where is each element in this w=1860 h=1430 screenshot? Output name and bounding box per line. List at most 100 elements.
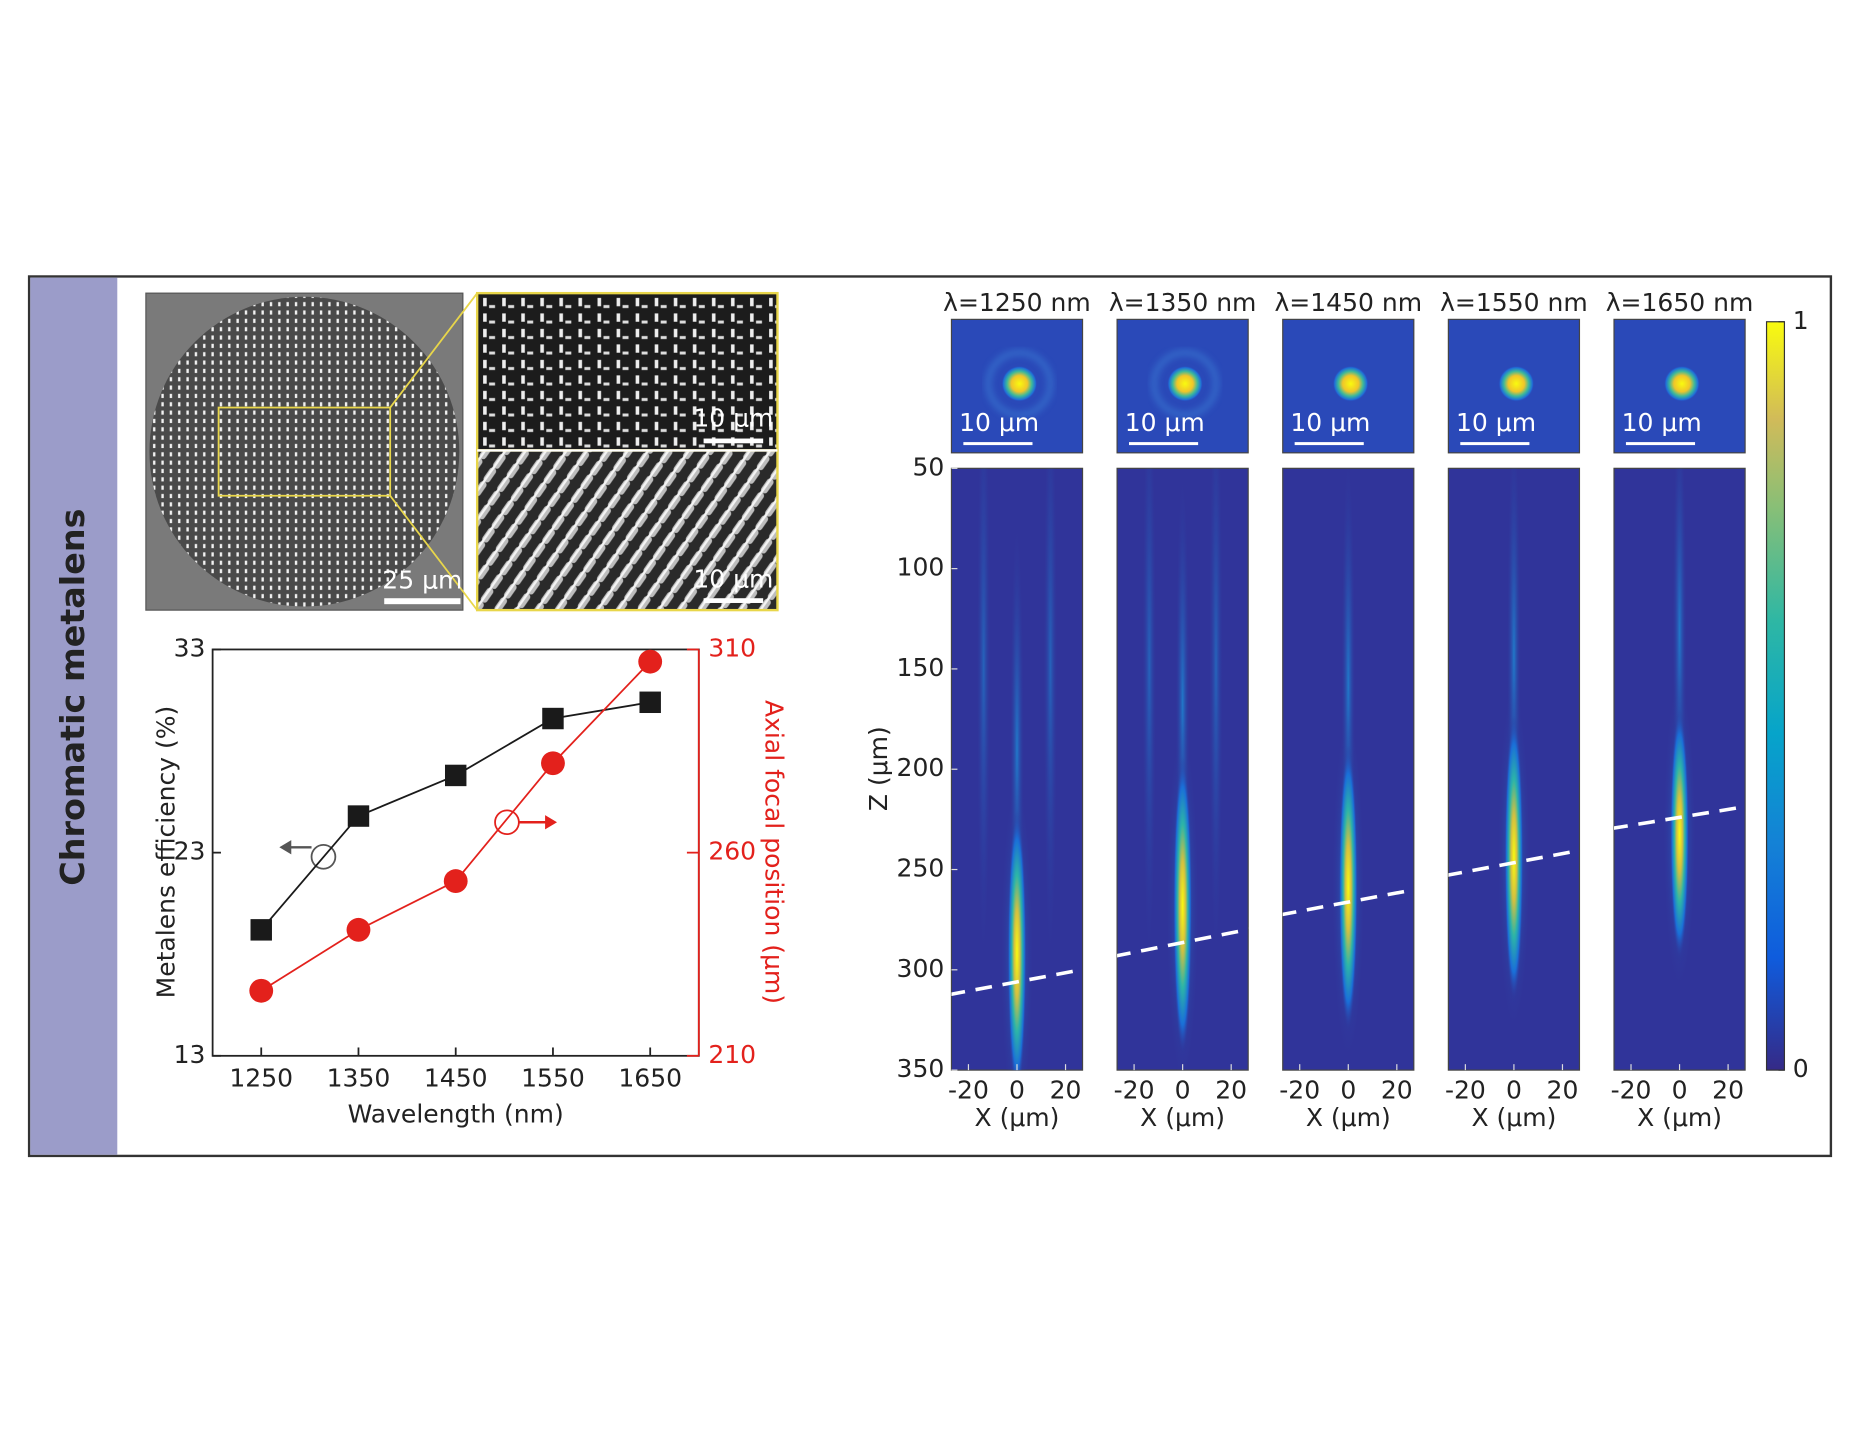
focal-dash bbox=[1614, 804, 1746, 830]
marker-square bbox=[347, 805, 370, 827]
sem-tilt-inset bbox=[475, 449, 779, 612]
x-tick-label: 1550 bbox=[521, 1064, 585, 1093]
scale-bar bbox=[1625, 442, 1696, 446]
sem-pillars bbox=[149, 296, 460, 607]
scale-bar bbox=[1129, 442, 1199, 446]
y2-tick-label: 210 bbox=[708, 1040, 756, 1069]
beam-core bbox=[1670, 709, 1690, 960]
focal-dash bbox=[1448, 848, 1580, 877]
x-tick-label: 1250 bbox=[229, 1064, 293, 1093]
z-tick-label: 100 bbox=[897, 553, 945, 582]
x-tick-label: 0 bbox=[1340, 1076, 1356, 1105]
marker-circle bbox=[541, 751, 565, 776]
panel-title: λ=1350 nm bbox=[1109, 288, 1257, 317]
scale-bar-label: 10 μm bbox=[1125, 408, 1205, 437]
scale-bar bbox=[384, 598, 461, 605]
z-tick-label: 300 bbox=[897, 954, 945, 983]
panel-title: λ=1650 nm bbox=[1606, 288, 1754, 317]
marker-circle bbox=[249, 978, 274, 1003]
scale-bar-label: 10 μm bbox=[959, 408, 1039, 437]
field-map bbox=[1447, 467, 1581, 1071]
axis-indicator bbox=[310, 843, 337, 870]
x-tick-label: 1450 bbox=[424, 1064, 488, 1093]
field-map bbox=[1116, 467, 1249, 1071]
marker-circle bbox=[346, 917, 371, 942]
y2-tick-label: 310 bbox=[708, 633, 756, 662]
focal-spot bbox=[1664, 365, 1700, 402]
spot-image bbox=[1447, 318, 1581, 454]
field-map bbox=[1282, 467, 1415, 1071]
map-intensity bbox=[1614, 468, 1746, 996]
panel-title: λ=1250 nm bbox=[943, 288, 1091, 317]
scale-bar-label: 10 μm bbox=[693, 564, 773, 593]
focal-dash bbox=[1282, 887, 1414, 917]
scale-bar-label: 10 μm bbox=[693, 403, 773, 432]
focal-dash bbox=[1117, 927, 1249, 958]
x-tick-label: 0 bbox=[1175, 1076, 1191, 1105]
x-axis-label: X (μm) bbox=[1637, 1103, 1722, 1132]
scale-bar bbox=[703, 438, 764, 444]
scale-bar-label: 10 μm bbox=[1290, 408, 1370, 437]
scale-bar-label: 25 μm bbox=[382, 566, 462, 595]
colorbar bbox=[1765, 321, 1786, 1071]
axis-arrowhead bbox=[279, 840, 292, 855]
colorbar-tick-label: 1 bbox=[1793, 306, 1809, 335]
y2-axis-label: Axial focal position (μm) bbox=[760, 700, 789, 1004]
x-tick-label: 0 bbox=[1672, 1076, 1688, 1105]
z-axis-label: Z (μm) bbox=[864, 726, 893, 811]
marker-square bbox=[639, 691, 661, 714]
z-tick-label: 200 bbox=[897, 753, 945, 782]
colorbar-tick-label: 0 bbox=[1793, 1054, 1809, 1083]
focal-dash bbox=[951, 967, 1083, 997]
map-intensity bbox=[951, 468, 1083, 1071]
y-tick-label: 13 bbox=[174, 1040, 206, 1069]
zoom-line bbox=[389, 495, 478, 611]
y-tick-label: 23 bbox=[174, 837, 206, 866]
sem-images: 25 μm 10 μm 10 μm bbox=[145, 291, 779, 612]
x-tick-label: -20 bbox=[1611, 1076, 1652, 1105]
x-tick-label: 20 bbox=[1547, 1076, 1579, 1105]
y2-tick-label: 260 bbox=[708, 837, 756, 866]
marker-square bbox=[250, 919, 272, 941]
focal-spot bbox=[1332, 365, 1369, 402]
panel-title: λ=1550 nm bbox=[1440, 288, 1588, 317]
z-tick-label: 350 bbox=[897, 1054, 945, 1083]
beam-core bbox=[1173, 756, 1193, 1055]
x-tick-label: 1650 bbox=[618, 1064, 682, 1093]
x-axis-label: X (μm) bbox=[1471, 1103, 1556, 1132]
field-map bbox=[1613, 467, 1746, 1071]
side-lobe bbox=[1142, 468, 1157, 978]
marker-circle bbox=[638, 649, 663, 674]
map-intensity bbox=[1117, 468, 1249, 1071]
beam-core bbox=[1504, 715, 1524, 1001]
spot-ring bbox=[985, 349, 1054, 418]
z-tick-label: 250 bbox=[897, 854, 945, 883]
spot-ring bbox=[1151, 349, 1219, 418]
x-tick-label: 20 bbox=[1215, 1076, 1247, 1105]
map-intensity bbox=[1448, 468, 1580, 1037]
x-tick-label: -20 bbox=[1279, 1076, 1320, 1105]
panel-title: λ=1450 nm bbox=[1274, 288, 1422, 317]
marker-circle bbox=[443, 869, 468, 893]
z-tick-label: 50 bbox=[912, 452, 944, 481]
x-axis-label: X (μm) bbox=[1306, 1103, 1391, 1132]
sem-top-inset bbox=[475, 291, 779, 452]
map-intensity bbox=[1282, 468, 1414, 1067]
scale-bar-label: 10 μm bbox=[1456, 408, 1536, 437]
x-tick-label: 1350 bbox=[327, 1064, 391, 1093]
x-tick-label: 20 bbox=[1381, 1076, 1413, 1105]
efficiency-chart: Metalens efficiency (%) Axial focal posi… bbox=[151, 633, 788, 1128]
side-label: Chromatic metalens bbox=[53, 509, 92, 886]
scale-bar bbox=[963, 442, 1033, 446]
x-axis-label: X (μm) bbox=[1140, 1103, 1225, 1132]
field-map bbox=[950, 467, 1084, 1071]
scale-bar bbox=[1294, 442, 1364, 446]
scale-bar bbox=[1460, 442, 1530, 446]
x-tick-label: 0 bbox=[1009, 1076, 1025, 1105]
x-axis-label: X (μm) bbox=[975, 1103, 1060, 1132]
y-axis-label: Metalens efficiency (%) bbox=[151, 706, 180, 999]
focal-spot bbox=[1001, 365, 1038, 402]
